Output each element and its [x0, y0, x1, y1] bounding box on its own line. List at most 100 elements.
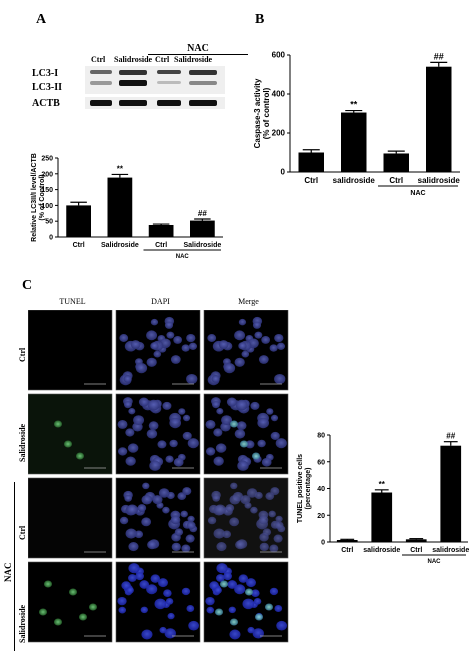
micro-col-dapi: DAPI [151, 297, 170, 306]
micro-col-tunel: TUNEL [59, 297, 86, 306]
y-tick-label-3: 600 [272, 51, 286, 60]
micro-nac-label: NAC [3, 562, 13, 583]
micro-tile-r0-c1 [115, 310, 201, 391]
x-tick-label-1: salidroside [333, 176, 376, 185]
x-tick-label-2: Ctrl [389, 176, 403, 185]
blot-row-lc3i: LC3-I [32, 68, 59, 79]
panel-c-letter: C [22, 278, 33, 293]
y-tick-label-2: 40 [317, 486, 325, 493]
significance-3: ## [446, 432, 455, 441]
microscopy-grid [28, 310, 289, 643]
western-blot: NAC Ctrl Salidroside Ctrl Salidroside LC… [30, 30, 255, 115]
y-tick-label-1: 50 [45, 219, 53, 226]
bar-1 [341, 112, 367, 172]
bar-2 [383, 153, 409, 172]
blot-col-2: Salidroside [114, 55, 153, 64]
panel-b-letter: B [255, 12, 265, 27]
significance-1: ** [350, 100, 358, 110]
y-tick-label-1: 20 [317, 513, 325, 520]
x-tick-label-2: Ctrl [155, 242, 167, 249]
band-lc3i-3 [157, 70, 181, 74]
x-tick-label-1: Salidroside [101, 242, 139, 249]
bar-3 [440, 445, 462, 542]
x-tick-label-3: salidroside [418, 176, 461, 185]
x-tick-label-3: Salidroside [184, 242, 222, 249]
micro-row-nac-ctrl: Ctrl [18, 525, 27, 540]
significance-1: ** [117, 164, 124, 173]
x-tick-label-0: Ctrl [73, 242, 85, 249]
blot-nac-line [148, 54, 248, 55]
y-axis-label: Relative LC3II/I level/ACTB(% of Control… [31, 153, 46, 242]
band-lc3ii-2 [119, 80, 147, 86]
bar-3 [190, 220, 215, 237]
significance-3: ## [198, 209, 207, 218]
y-axis-label: TUNEL positive cells(percentage) [297, 454, 312, 523]
group-label: NAC [428, 559, 442, 565]
micro-tile-r2-c1 [115, 477, 201, 559]
significance-1: ** [379, 480, 386, 489]
x-tick-label-0: Ctrl [341, 547, 353, 554]
bar-0 [66, 205, 91, 237]
bar-2 [148, 224, 174, 237]
y-tick-label-5: 250 [41, 156, 53, 163]
group-label: NAC [410, 190, 425, 197]
micro-tile-r2-c2 [203, 477, 289, 559]
band-lc3ii-1 [90, 81, 112, 85]
micro-tile-r0-c0 [28, 310, 113, 391]
blot-col-1: Ctrl [91, 55, 106, 64]
bar-0 [298, 152, 324, 172]
band-actb-2 [119, 100, 147, 106]
y-tick-label-0: 0 [49, 235, 53, 242]
bar-1 [107, 177, 133, 237]
blot-nac-label: NAC [187, 43, 209, 54]
group-label: NAC [176, 254, 190, 260]
blot-col-3: Ctrl [155, 55, 170, 64]
nac-bracket-line [14, 482, 15, 651]
micro-tile-r1-c1 [115, 393, 201, 475]
caspase-bar-chart: 0 200 400 600 Caspase-3 activity(% of contro… [253, 51, 461, 198]
micro-col-merge: Merge [238, 297, 259, 306]
micro-tile-r3-c2 [203, 561, 289, 643]
tunel-bar-chart: 0 20 40 60 80 TUNEL positive cells(percentage… [297, 432, 469, 565]
y-tick-label-4: 80 [317, 433, 325, 440]
band-actb-1 [90, 100, 112, 106]
y-tick-label-0: 0 [321, 540, 325, 547]
x-tick-label-1: salidroside [363, 547, 400, 554]
micro-row-nac-salidroside: Salidroside [18, 604, 27, 643]
band-actb-4 [189, 100, 217, 106]
band-lc3ii-4 [189, 81, 217, 85]
blot-bands [85, 66, 225, 109]
bar-3 [426, 66, 452, 172]
y-tick-label-1: 200 [272, 129, 286, 138]
micro-tile-r3-c1 [115, 561, 201, 643]
y-tick-label-3: 60 [317, 459, 325, 466]
y-axis-label: Caspase-3 activity(% of control) [253, 78, 271, 148]
band-actb-3 [157, 100, 181, 106]
band-lc3i-4 [189, 70, 217, 75]
blot-row-lc3ii: LC3-II [32, 82, 63, 93]
band-lc3i-2 [119, 70, 147, 75]
bar-1 [371, 492, 393, 542]
micro-tile-r1-c2 [203, 393, 289, 475]
band-lc3ii-3 [157, 81, 181, 84]
panel-a-letter: A [36, 12, 47, 27]
y-tick-label-2: 100 [41, 203, 53, 210]
bar-0 [336, 539, 358, 542]
micro-row-ctrl: Ctrl [18, 347, 27, 362]
blot-row-actb: ACTB [32, 98, 60, 109]
y-tick-label-4: 200 [41, 171, 53, 178]
significance-3: ## [434, 51, 444, 61]
micro-tile-r1-c0 [28, 393, 113, 475]
micro-tile-r3-c0 [28, 561, 113, 643]
micro-row-salidroside: Salidroside [18, 423, 27, 462]
band-lc3i-1 [90, 70, 112, 74]
bar-2 [405, 539, 427, 542]
x-tick-label-0: Ctrl [304, 176, 318, 185]
blot-col-4: Salidroside [174, 55, 213, 64]
y-tick-label-2: 400 [272, 90, 286, 99]
y-tick-label-3: 150 [41, 187, 53, 194]
micro-tile-r0-c2 [203, 310, 289, 391]
y-tick-label-0: 0 [281, 168, 286, 177]
x-tick-label-3: salidroside [432, 547, 469, 554]
